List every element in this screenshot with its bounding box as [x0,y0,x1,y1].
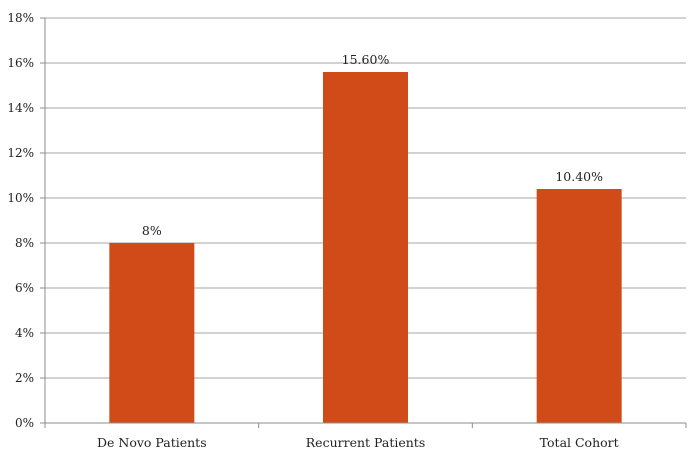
x-category-label: De Novo Patients [97,435,207,450]
y-tick-label: 18% [7,11,34,25]
y-tick-label: 4% [15,326,34,340]
y-tick-label: 10% [7,191,34,205]
y-tick-label: 16% [7,56,34,70]
data-label: 15.60% [342,52,390,67]
y-tick-label: 6% [15,281,34,295]
y-tick-label: 12% [7,146,34,160]
y-tick-label: 8% [15,236,34,250]
y-tick-label: 2% [15,371,34,385]
data-label: 8% [142,223,162,238]
axes [44,18,687,428]
data-label: 10.40% [555,169,603,184]
y-axis-tick-labels: 0% 2% 4% 6% 8% 10% 12% 14% 16% 18% [7,11,45,430]
x-category-label: Recurrent Patients [306,435,425,450]
data-labels: 8% 15.60% 10.40% [142,52,603,238]
y-tick-label: 0% [15,416,34,430]
x-axis-category-labels: De Novo Patients Recurrent Patients Total … [97,435,619,450]
bar [536,189,622,423]
bar [109,243,195,423]
x-category-label: Total Cohort [540,435,619,450]
bars [109,72,622,423]
bar [323,72,408,423]
y-tick-label: 14% [7,101,34,115]
